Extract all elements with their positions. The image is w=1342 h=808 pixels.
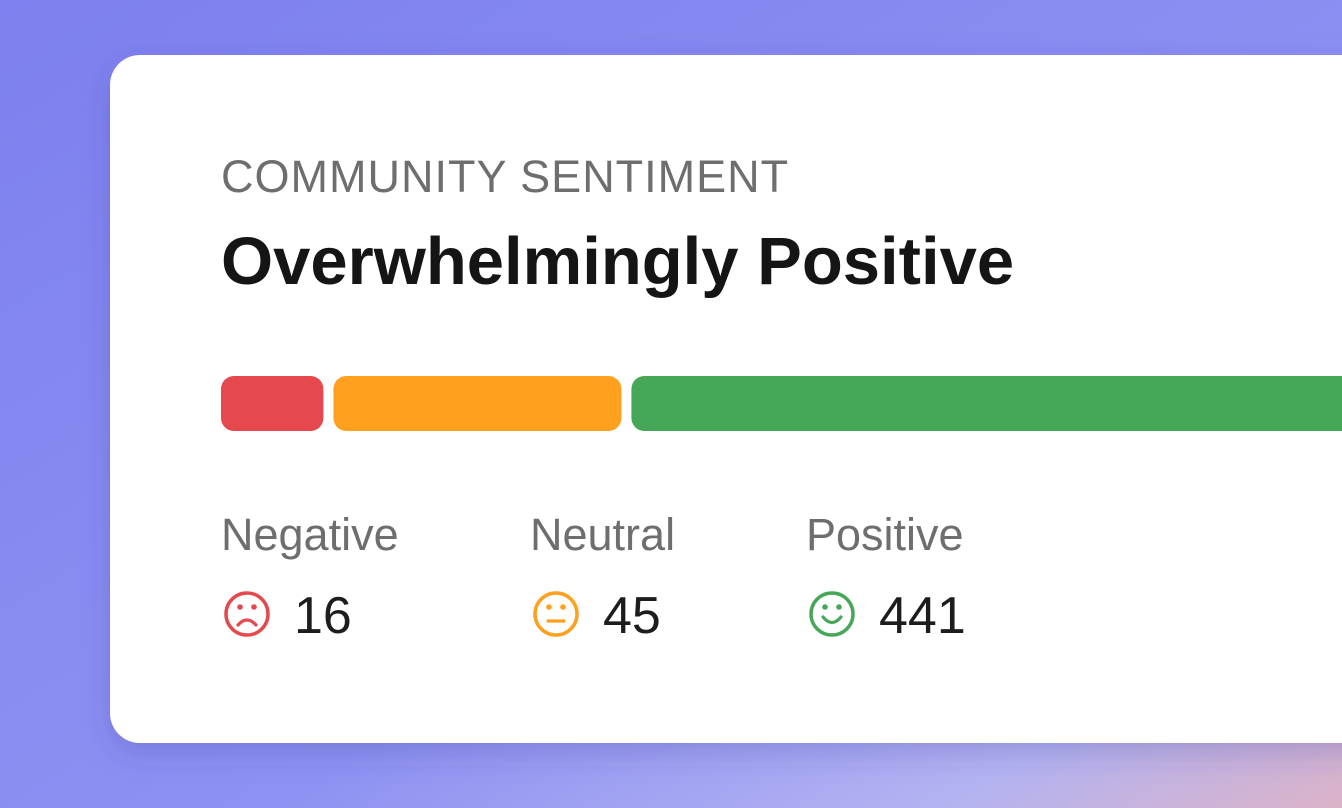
face-eye [836,604,842,610]
face-outline [224,591,270,637]
face-eye [822,604,828,610]
count: 441 [879,587,966,645]
face-icon [224,591,270,637]
legend-label: Negative [221,509,399,560]
eyebrow: COMMUNITY SENTIMENT [221,151,789,202]
face-mouth [236,618,258,627]
face-eye [546,604,552,610]
legend-label: Neutral [530,509,675,560]
bar-segment [631,376,1342,431]
face-mouth [821,615,843,625]
face-eye [237,604,243,610]
legend-label: Positive [806,509,964,560]
bar-segment [221,376,324,431]
bar-segment [333,376,622,431]
face-outline [809,591,855,637]
sentiment: Negative 16 Neutral 45 Positive 441 [221,376,1342,645]
face-eye [251,604,257,610]
face-outline [533,591,579,637]
headline: Overwhelmingly Positive [221,224,1014,299]
count: 16 [294,587,352,645]
face-icon [809,591,855,637]
face-eye [560,604,566,610]
face-icon [533,591,579,637]
count: 45 [603,587,661,645]
